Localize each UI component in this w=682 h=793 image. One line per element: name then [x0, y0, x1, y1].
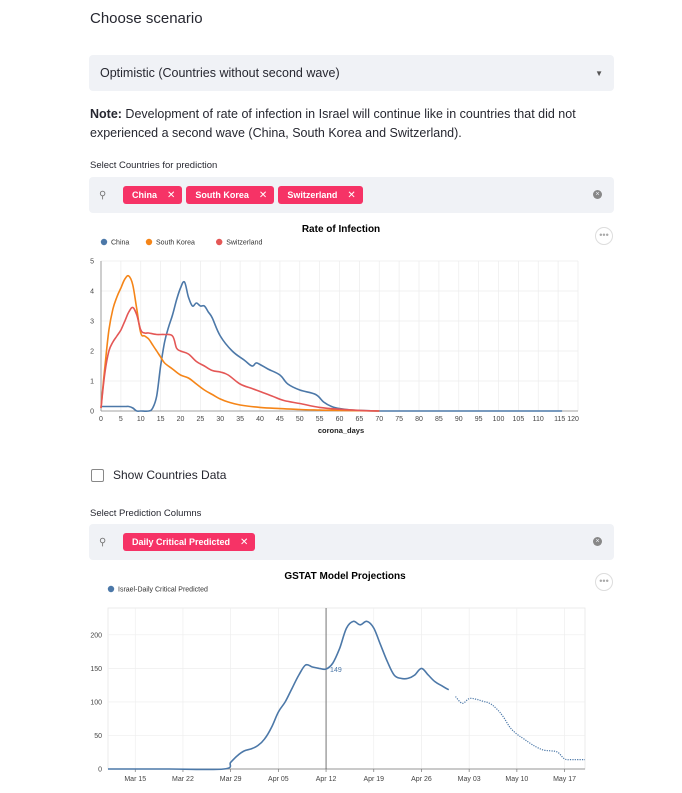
x-tick-label: 75 [395, 416, 403, 423]
y-tick-label: 2 [90, 349, 94, 356]
tag-south-korea: South Korea ✕ [186, 186, 275, 204]
x-tick-label: 105 [513, 416, 525, 423]
tag-label: South Korea [195, 190, 249, 200]
note-text: Development of rate of infection in Isra… [90, 107, 576, 140]
x-axis-label: corona_days [318, 426, 364, 435]
countries-multiselect[interactable]: ⚲ China ✕ South Korea ✕ Switzerland ✕ × [89, 177, 614, 213]
x-tick-label: Mar 22 [172, 776, 194, 783]
x-tick-label: 55 [316, 416, 324, 423]
gstat-projections-chart: GSTAT Model Projections Israel-Daily Crit… [90, 571, 586, 783]
scenario-select[interactable]: Optimistic (Countries without second wav… [89, 55, 614, 91]
x-tick-label: Mar 15 [124, 776, 146, 783]
x-tick-label: May 10 [505, 776, 528, 783]
clear-icon[interactable]: × [593, 190, 602, 199]
x-tick-label: 60 [336, 416, 344, 423]
x-tick-label: 35 [236, 416, 244, 423]
x-tick-label: 110 [533, 416, 544, 423]
legend-item: Switzerland [226, 240, 262, 247]
search-icon: ⚲ [99, 189, 107, 201]
legend-marker [216, 238, 223, 246]
choose-scenario-title: Choose scenario [90, 10, 203, 27]
remove-tag-icon[interactable]: ✕ [258, 189, 268, 201]
remove-tag-icon[interactable]: ✕ [240, 536, 249, 548]
scenario-selected-value: Optimistic (Countries without second wav… [100, 66, 340, 80]
tag-daily-critical-predicted: Daily Critical Predicted ✕ [123, 533, 256, 551]
x-tick-label: 100 [493, 416, 505, 423]
y-tick-label: 0 [98, 767, 102, 774]
x-tick-label: 80 [415, 416, 423, 423]
series-line-south-korea [100, 274, 380, 412]
x-tick-label: May 03 [458, 776, 481, 783]
remove-tag-icon[interactable]: ✕ [167, 189, 176, 201]
x-tick-label: 25 [196, 416, 204, 423]
more-options-icon[interactable]: ••• [595, 573, 613, 591]
tag-label: China [132, 190, 158, 200]
x-tick-label: May 17 [553, 776, 576, 783]
x-tick-label: 70 [375, 416, 383, 423]
legend-marker [145, 238, 153, 246]
x-tick-label: 85 [435, 416, 443, 423]
x-tick-label: Apr 19 [363, 776, 384, 783]
x-tick-label: 5 [119, 416, 123, 423]
note-paragraph: Note: Development of rate of infection i… [90, 105, 610, 143]
legend-item: South Korea [156, 240, 195, 247]
y-tick-label: 0 [90, 409, 94, 416]
rate-of-infection-chart: Rate of Infection China South Korea Switzer… [90, 224, 579, 435]
x-tick-label: 65 [355, 416, 363, 423]
series-line-israel-projection [455, 696, 585, 761]
countries-select-label: Select Countries for prediction [90, 160, 218, 171]
x-tick-label: 95 [475, 416, 483, 423]
x-tick-label: Mar 29 [220, 776, 242, 783]
search-icon: ⚲ [99, 536, 107, 548]
remove-tag-icon[interactable]: ✕ [347, 189, 356, 201]
tag-label: Switzerland [287, 190, 338, 200]
show-countries-checkbox[interactable] [91, 468, 104, 482]
columns-multiselect[interactable]: ⚲ Daily Critical Predicted ✕ × [89, 524, 614, 560]
y-tick-label: 100 [90, 699, 102, 706]
x-tick-label: 90 [455, 416, 463, 423]
series-line-israel [108, 620, 450, 771]
x-tick-label: 40 [256, 416, 264, 423]
chart-title: Rate of Infection [302, 224, 380, 235]
note-prefix: Note: [90, 107, 122, 121]
clear-icon[interactable]: × [593, 537, 602, 546]
x-tick-label: 45 [276, 416, 284, 423]
y-tick-label: 200 [90, 632, 102, 639]
plot-frame [107, 607, 586, 770]
tag-switzerland: Switzerland ✕ [278, 186, 363, 204]
hover-value-label: 149 [330, 667, 342, 674]
legend-item: Israel-Daily Critical Predicted [118, 587, 208, 594]
y-tick-label: 4 [90, 289, 94, 296]
y-tick-label: 150 [90, 666, 102, 673]
x-tick-label: 10 [137, 416, 145, 423]
show-countries-checkbox-row[interactable]: Show Countries Data [91, 468, 226, 482]
caret-down-icon[interactable]: ▼ [595, 68, 603, 78]
x-tick-label: 20 [177, 416, 185, 423]
y-tick-label: 3 [90, 319, 94, 326]
x-tick-label: 0 [99, 416, 103, 423]
x-tick-label: Apr 12 [316, 776, 337, 783]
legend-item: China [111, 240, 129, 247]
x-tick-label: 50 [296, 416, 304, 423]
tag-label: Daily Critical Predicted [132, 537, 231, 547]
x-tick-label: 115 120 [554, 416, 579, 423]
x-tick-label: Apr 05 [268, 776, 289, 783]
chart-title: GSTAT Model Projections [284, 571, 406, 582]
series-line-china [101, 280, 563, 413]
y-tick-label: 5 [90, 259, 94, 266]
x-tick-label: Apr 26 [411, 776, 432, 783]
y-tick-label: 1 [90, 379, 94, 386]
show-countries-label: Show Countries Data [113, 468, 227, 482]
more-options-icon[interactable]: ••• [595, 227, 613, 245]
series-line-switzerland [100, 306, 380, 412]
x-tick-label: 30 [216, 416, 224, 423]
tag-china: China ✕ [123, 186, 183, 204]
columns-select-label: Select Prediction Columns [90, 508, 202, 519]
legend-marker [100, 238, 108, 246]
legend-marker [107, 585, 115, 593]
y-tick-label: 50 [94, 733, 102, 740]
x-tick-label: 15 [157, 416, 165, 423]
